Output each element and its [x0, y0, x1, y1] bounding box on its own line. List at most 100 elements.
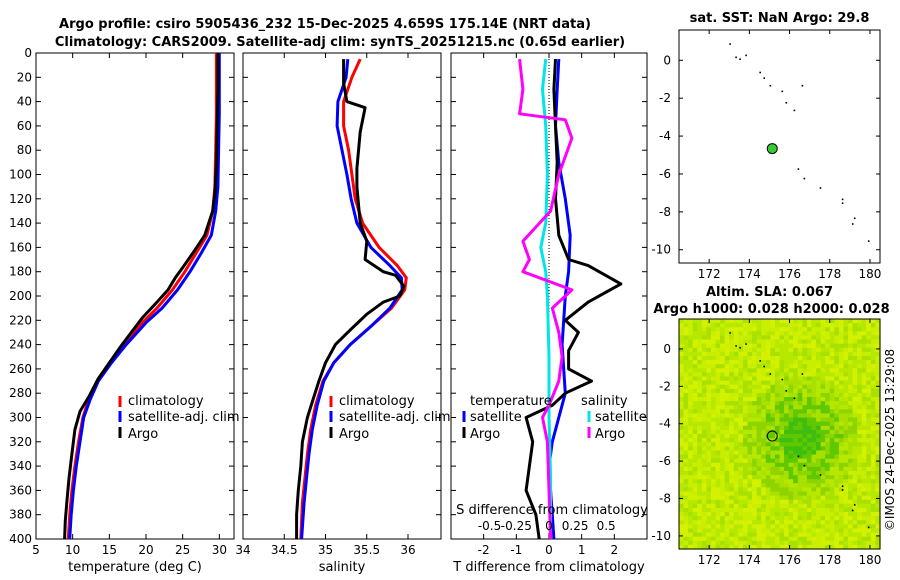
- heatmap-cell: [793, 347, 799, 353]
- heatmap-cell: [843, 425, 849, 431]
- heatmap-cell: [756, 516, 762, 521]
- heatmap-cell: [806, 495, 813, 501]
- heatmap-cell: [784, 528, 790, 534]
- heatmap-cell: [875, 516, 881, 521]
- heatmap-cell: [742, 495, 749, 501]
- heatmap-cell: [738, 327, 744, 332]
- heatmap-cell: [797, 516, 803, 521]
- heatmap-cell: [720, 364, 726, 369]
- heatmap-cell: [852, 339, 858, 345]
- heatmap-cell: [779, 532, 785, 538]
- heatmap-cell: [843, 483, 849, 488]
- heatmap-cell: [738, 544, 744, 550]
- heatmap-cell: [729, 360, 735, 365]
- heatmap-cell: [852, 388, 858, 394]
- heatmap-cell: [779, 405, 785, 410]
- heatmap-cell: [688, 524, 694, 530]
- heatmap-cell: [811, 483, 817, 488]
- heatmap-cell: [829, 544, 835, 550]
- heatmap-cell: [806, 544, 813, 550]
- heatmap-cell: [706, 405, 712, 410]
- heatmap-cell: [825, 536, 831, 542]
- heatmap-cell: [806, 520, 813, 525]
- heatmap-cell: [692, 507, 698, 513]
- heatmap-cell: [710, 503, 717, 509]
- heatmap-cell: [770, 335, 776, 341]
- heatmap-cell: [816, 351, 822, 357]
- heatmap-cell: [838, 397, 845, 402]
- heatmap-cell: [774, 512, 781, 517]
- heatmap-cell: [701, 532, 708, 538]
- heatmap-cell: [870, 360, 877, 365]
- heatmap-cell: [857, 544, 863, 550]
- heatmap-cell: [774, 429, 781, 435]
- heatmap-cell: [729, 507, 735, 513]
- island-point: [763, 77, 765, 79]
- heatmap-cell: [829, 470, 835, 476]
- heatmap-cell: [679, 544, 685, 550]
- heatmap-cell: [733, 434, 739, 439]
- heatmap-cell: [701, 392, 708, 398]
- heatmap-cell: [806, 434, 813, 439]
- heatmap-cell: [706, 528, 712, 534]
- heatmap-cell: [870, 536, 877, 542]
- heatmap-cell: [720, 413, 726, 419]
- heatmap-cell: [706, 438, 712, 443]
- heatmap-cell: [747, 475, 753, 480]
- heatmap-cell: [710, 372, 717, 378]
- heatmap-cell: [816, 487, 822, 493]
- heatmap-cell: [852, 499, 858, 505]
- heatmap-cell: [829, 528, 835, 534]
- heatmap-cell: [679, 409, 685, 415]
- heatmap-cell: [784, 536, 790, 542]
- heatmap-cell: [848, 470, 854, 476]
- heatmap-cell: [779, 392, 785, 398]
- heatmap-cell: [724, 380, 730, 386]
- heatmap-cell: [692, 376, 698, 382]
- heatmap-cell: [857, 364, 863, 369]
- heatmap-cell: [793, 512, 799, 517]
- heatmap-cell: [779, 368, 785, 373]
- heatmap-cell: [692, 442, 698, 447]
- island-point: [729, 43, 731, 45]
- heatmap-cell: [875, 532, 881, 538]
- heatmap-cell: [715, 458, 721, 464]
- island-point: [785, 390, 788, 392]
- heatmap-cell: [761, 544, 767, 550]
- legend-s-argo-label: Argo: [595, 427, 625, 442]
- heatmap-cell: [720, 319, 726, 324]
- x2-tick-label: 0.25: [562, 519, 589, 533]
- heatmap-cell: [779, 409, 785, 415]
- heatmap-cell: [692, 368, 698, 373]
- figure-title-line2: Climatology: CARS2009. Satellite-adj cli…: [55, 35, 625, 50]
- heatmap-cell: [747, 528, 753, 534]
- heatmap-cell: [816, 380, 822, 386]
- heatmap-cell: [802, 454, 808, 460]
- heatmap-cell: [861, 351, 867, 357]
- heatmap-cell: [683, 520, 689, 525]
- heatmap-cell: [692, 516, 698, 521]
- heatmap-cell: [688, 355, 694, 361]
- heatmap-cell: [811, 392, 817, 398]
- heatmap-cell: [843, 323, 849, 328]
- heatmap-cell: [806, 417, 813, 423]
- heatmap-cell: [710, 507, 717, 513]
- heatmap-cell: [697, 368, 703, 373]
- island-point: [797, 168, 800, 170]
- heatmap-cell: [802, 421, 808, 427]
- legend-s-satellite-label: satellite: [595, 410, 647, 425]
- heatmap-cell: [861, 540, 867, 546]
- heatmap-cell: [834, 388, 840, 394]
- heatmap-cell: [715, 380, 721, 386]
- heatmap-cell: [816, 540, 822, 546]
- heatmap-cell: [861, 532, 867, 538]
- heatmap-cell: [811, 503, 817, 509]
- heatmap-cell: [706, 380, 712, 386]
- heatmap-cell: [861, 528, 867, 534]
- heatmap-cell: [701, 507, 708, 513]
- heatmap-cell: [802, 544, 808, 550]
- heatmap-cell: [742, 458, 749, 464]
- heatmap-cell: [688, 413, 694, 419]
- heatmap-cell: [724, 475, 730, 480]
- heatmap-cell: [779, 347, 785, 353]
